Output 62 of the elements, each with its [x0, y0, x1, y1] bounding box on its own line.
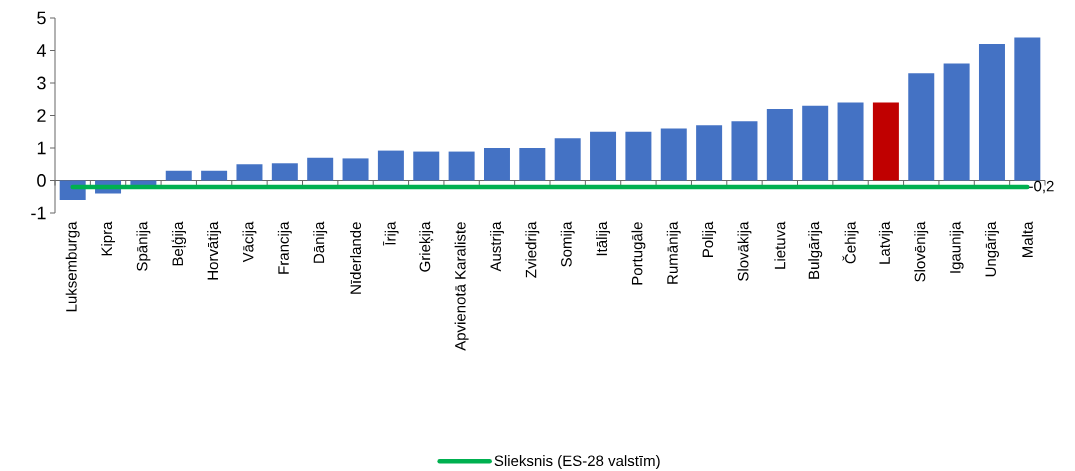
- bar: [731, 121, 758, 181]
- bar: [448, 151, 475, 181]
- x-tick-label: Ungārija: [984, 221, 999, 276]
- x-tick-label: Čehija: [842, 221, 859, 264]
- bar: [271, 163, 298, 181]
- x-tick-label: Īrija: [383, 221, 399, 246]
- x-tick-label: Polija: [702, 221, 717, 257]
- bar: [165, 170, 192, 181]
- x-tick-label: Horvātija: [207, 221, 222, 280]
- x-tick-label: Itālija: [596, 221, 611, 255]
- x-tick-label: Malta: [1021, 221, 1033, 257]
- x-tick-label: Apvienotā Karaliste: [454, 222, 469, 351]
- x-tick-label: Dānija: [313, 221, 328, 263]
- y-tick-label: 2: [37, 108, 46, 122]
- x-tick-label: Rumānija: [666, 221, 681, 284]
- x-tick-label: Latvija: [878, 221, 893, 264]
- bar: [943, 63, 970, 181]
- x-tick-label: Kipra: [101, 221, 116, 256]
- bar: [236, 164, 263, 181]
- bar: [660, 128, 687, 181]
- bar: [766, 108, 793, 181]
- legend-label: Slieksnis (ES-28 valstīm): [494, 454, 660, 469]
- x-tick-label: Portugāle: [631, 221, 646, 285]
- y-tick-label: -1: [31, 206, 46, 219]
- x-tick-label: Spānija: [136, 221, 151, 271]
- bar: [413, 151, 440, 181]
- x-tick-label: Somija: [560, 221, 575, 267]
- x-tick-label: Luksemburga: [65, 221, 80, 311]
- x-tick-label: Beļģija: [171, 221, 187, 266]
- x-tick-label: Igaunija: [949, 221, 964, 273]
- x-tick-label: Austrija: [489, 221, 504, 272]
- x-tick-label: Francija: [277, 221, 292, 274]
- bar: [307, 157, 334, 181]
- bar: [1014, 37, 1041, 181]
- bar: [554, 138, 581, 181]
- bar: [978, 43, 1005, 181]
- x-tick-label: Nīderlande: [350, 221, 362, 294]
- bar: [201, 170, 228, 181]
- y-tick-label: 3: [37, 76, 46, 90]
- bar: [519, 147, 546, 181]
- bar: [342, 158, 369, 181]
- bar: [837, 102, 864, 181]
- x-tick-label: Slovākija: [737, 221, 752, 281]
- x-tick-label: Zviedrija: [525, 221, 540, 278]
- x-tick-label: Slovēnija: [914, 221, 929, 282]
- y-tick-label: 5: [37, 11, 46, 25]
- x-tick-label: Bulgārija: [808, 221, 823, 279]
- bar: [590, 131, 617, 181]
- x-tick-label: Vācija: [242, 221, 257, 263]
- bar: [377, 150, 404, 181]
- bar: [625, 131, 652, 181]
- bar: [908, 73, 935, 181]
- y-tick-label: 0: [37, 173, 46, 187]
- bar: [872, 102, 899, 181]
- bar: [483, 147, 510, 181]
- x-tick-label: Grieķija: [419, 221, 434, 272]
- data-label: -0,2: [1029, 180, 1054, 193]
- y-tick-label: 1: [37, 141, 46, 154]
- y-tick-label: 4: [36, 44, 46, 57]
- x-tick-label: Lietuva: [774, 221, 786, 269]
- bar: [696, 125, 723, 181]
- bar: [802, 105, 829, 181]
